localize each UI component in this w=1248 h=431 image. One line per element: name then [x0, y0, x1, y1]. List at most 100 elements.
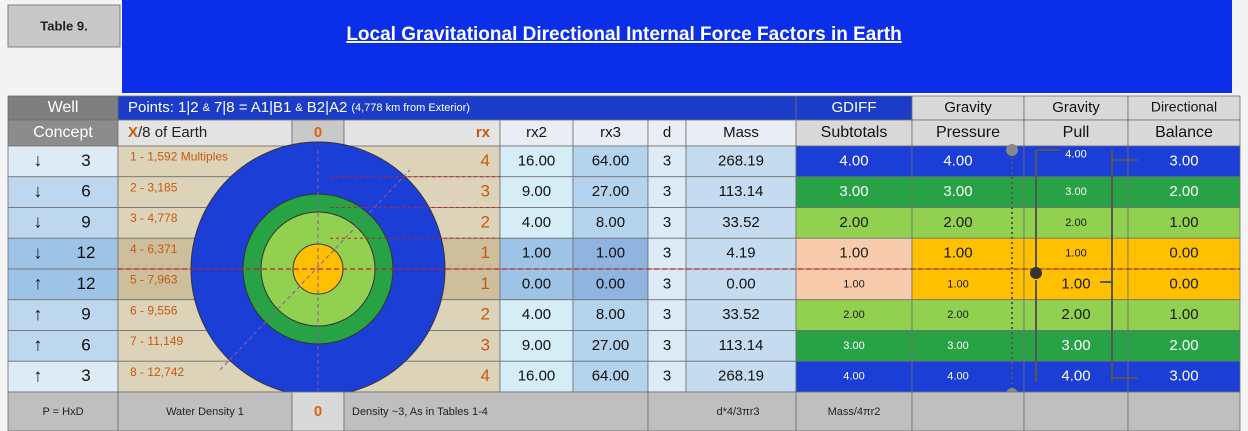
- cell-text: 1.00: [1169, 214, 1198, 231]
- cell-text: 0.00: [1169, 275, 1198, 292]
- cell-text: 2: [481, 305, 490, 324]
- cell-text: Balance: [1155, 124, 1213, 141]
- cell-text: 9.00: [522, 183, 551, 200]
- cell-text: 3: [663, 368, 671, 385]
- cell-text: 9.00: [522, 337, 551, 354]
- cell-text: 1: [481, 243, 490, 262]
- cell-text: 2.00: [843, 309, 864, 321]
- cell-text: 1.00: [522, 245, 551, 262]
- cell-text: 9: [81, 305, 90, 324]
- cell-text: P = HxD: [42, 406, 83, 418]
- cell-text: 6: [81, 335, 90, 354]
- cell-text: 4.00: [943, 152, 972, 169]
- cell-text: 2.00: [839, 214, 868, 231]
- cell-text: ↑: [34, 273, 43, 293]
- cell-text: 4.00: [1061, 368, 1090, 385]
- cell-text: 3 - 4,778: [130, 211, 178, 225]
- cell-text: Subtotals: [821, 124, 888, 141]
- cell: [8, 300, 118, 331]
- cell-text: ↓: [34, 242, 43, 262]
- cell-text: 9: [81, 212, 90, 231]
- cell-text: 1 - 1,592 Multiples: [130, 150, 228, 164]
- cell-text: 3.00: [1065, 186, 1086, 198]
- cell-text: Well: [48, 99, 79, 116]
- cell-text: 12: [77, 243, 96, 262]
- cell-text: 3: [663, 337, 671, 354]
- x-of-earth: X/8 of Earth: [128, 124, 207, 141]
- cell-text: Mass/4πr2: [828, 406, 881, 418]
- cell-text: 3.00: [1169, 152, 1198, 169]
- cell-text: 4.00: [522, 214, 551, 231]
- cell-text: 2.00: [943, 214, 972, 231]
- cell-text: 3.00: [947, 340, 968, 352]
- cell-text: 2.00: [1061, 306, 1090, 323]
- cell-text: 0.00: [522, 275, 551, 292]
- cell-text: 33.52: [722, 306, 760, 323]
- cell-text: 6: [81, 182, 90, 201]
- cell-text: 8.00: [596, 214, 625, 231]
- cell: [8, 146, 118, 177]
- cell-text: Water Density 1: [166, 406, 244, 418]
- cell-text: 3.00: [839, 183, 868, 200]
- cell-text: 4.00: [1065, 148, 1086, 160]
- cell-text: 0.00: [1169, 245, 1198, 262]
- cell-text: Pull: [1063, 124, 1090, 141]
- cell-text: 1: [481, 274, 490, 293]
- cell-text: 1.00: [843, 278, 864, 290]
- x-text: /8 of Earth: [138, 124, 207, 141]
- cell-text: d*4/3πr3: [716, 406, 759, 418]
- cell-text: 4: [481, 151, 490, 170]
- cell: [8, 331, 118, 362]
- cell-text: 8 - 12,742: [130, 365, 184, 379]
- cell-text: 64.00: [592, 152, 630, 169]
- cell-text: Concept: [33, 124, 93, 141]
- cell: [1024, 392, 1128, 431]
- cell-text: ↓: [34, 212, 43, 232]
- points-part: B2|A2: [307, 99, 348, 116]
- cell-text: Gravity: [1052, 99, 1100, 116]
- cell-text: 6 - 9,556: [130, 303, 178, 317]
- cell-text: 3: [663, 214, 671, 231]
- cell: [8, 361, 118, 392]
- cell-text: rx: [476, 124, 491, 141]
- cell-text: Directional: [1151, 99, 1217, 115]
- cell-text: ↑: [34, 335, 43, 355]
- title-band: [122, 0, 1232, 93]
- cell-text: 0.00: [596, 275, 625, 292]
- cell-text: Mass: [723, 124, 759, 141]
- cell-text: 1.00: [943, 245, 972, 262]
- points-part: &: [295, 102, 303, 114]
- cell-text: 27.00: [592, 183, 630, 200]
- cell-text: 1.00: [947, 278, 968, 290]
- cell-text: 2.00: [1169, 337, 1198, 354]
- flow-node: [1030, 267, 1042, 279]
- table: WellPoints: 1|2&7|8 = A1|B1&B2|A2(4,778 …: [8, 96, 1240, 431]
- cell-text: 4 - 6,371: [130, 242, 178, 256]
- points-part: (4,778 km from Exterior): [351, 102, 470, 114]
- cell-text: 3.00: [843, 340, 864, 352]
- cell: [1128, 392, 1240, 431]
- cell-text: 3: [481, 182, 490, 201]
- flow-node: [1006, 144, 1018, 156]
- cell-text: 7 - 11,149: [130, 334, 183, 348]
- cell-text: 3: [81, 366, 90, 385]
- cell-text: 2.00: [1065, 217, 1086, 229]
- cell-text: 12: [77, 274, 96, 293]
- cell-text: 4.00: [522, 306, 551, 323]
- cell-text: 2.00: [1169, 183, 1198, 200]
- cell-text: 1.00: [1061, 275, 1090, 292]
- table-label: Table 9.: [40, 18, 87, 33]
- cell: [8, 238, 118, 269]
- cell-text: 4.00: [843, 371, 864, 383]
- cell-text: 113.14: [719, 183, 764, 200]
- cell-text: 1.00: [596, 245, 625, 262]
- cell-text: 3: [663, 245, 671, 262]
- cell-text: 33.52: [722, 214, 760, 231]
- cell-text: 16.00: [518, 368, 556, 385]
- cell-text: GDIFF: [832, 99, 877, 116]
- cell-text: 1.00: [1065, 248, 1086, 260]
- cell-text: 3: [663, 152, 671, 169]
- table-title: Local Gravitational Directional Internal…: [346, 24, 901, 45]
- cell-text: 27.00: [592, 337, 630, 354]
- cell: [8, 177, 118, 208]
